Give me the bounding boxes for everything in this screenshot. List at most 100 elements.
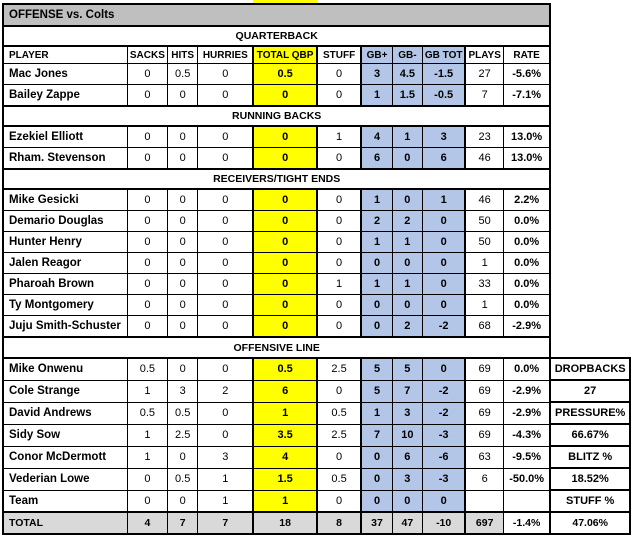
cell-sacks[interactable]: 4 bbox=[126, 511, 168, 535]
cell-rate[interactable]: 13.0% bbox=[502, 147, 552, 170]
cell-gb-plus[interactable]: 5 bbox=[360, 357, 393, 381]
section-label[interactable]: RUNNING BACKS bbox=[1, 105, 552, 127]
cell-rate[interactable]: 0.0% bbox=[502, 252, 552, 274]
cell-gb-tot[interactable]: -0.5 bbox=[421, 84, 467, 107]
cell-stuff[interactable]: 8 bbox=[316, 511, 362, 535]
cell-hurries[interactable]: 0 bbox=[197, 252, 254, 274]
header-hits[interactable]: HITS bbox=[166, 45, 199, 64]
cell-gb-plus[interactable]: 0 bbox=[360, 252, 393, 274]
cell-stuff[interactable]: 0 bbox=[316, 489, 362, 513]
cell-gb-plus[interactable]: 1 bbox=[360, 84, 393, 107]
cell-plays[interactable]: 68 bbox=[464, 315, 504, 338]
cell-gb-plus[interactable]: 4 bbox=[360, 125, 393, 148]
cell-gb-tot[interactable]: -3 bbox=[421, 467, 467, 491]
cell-plays[interactable] bbox=[464, 489, 504, 513]
cell-stuff[interactable]: 0 bbox=[316, 231, 362, 253]
cell-stuff[interactable]: 1 bbox=[316, 125, 362, 148]
cell-plays[interactable]: 63 bbox=[464, 445, 504, 469]
cell-player[interactable]: Conor McDermott bbox=[1, 445, 128, 469]
cell-rate[interactable]: -7.1% bbox=[502, 84, 552, 107]
cell-gb-minus[interactable]: 47 bbox=[391, 511, 423, 535]
cell-rate[interactable]: 2.2% bbox=[502, 188, 552, 211]
cell-sacks[interactable]: 0 bbox=[126, 315, 168, 338]
cell-total-qbp[interactable]: 1 bbox=[252, 401, 319, 425]
cell-stuff[interactable]: 0 bbox=[316, 147, 362, 170]
side-cell[interactable]: BLITZ % bbox=[549, 445, 631, 469]
cell-sacks[interactable]: 0.5 bbox=[126, 401, 168, 425]
cell-sacks[interactable]: 1 bbox=[126, 423, 168, 447]
cell-gb-tot[interactable]: -2 bbox=[421, 315, 467, 338]
cell-plays[interactable]: 1 bbox=[464, 252, 504, 274]
cell-sacks[interactable]: 0 bbox=[126, 273, 168, 295]
header-gb-minus[interactable]: GB- bbox=[391, 45, 423, 64]
cell-gb-tot[interactable]: -2 bbox=[421, 379, 467, 403]
cell-plays[interactable]: 50 bbox=[464, 210, 504, 232]
cell-hurries[interactable]: 0 bbox=[197, 401, 254, 425]
cell-total-qbp[interactable]: 4 bbox=[252, 445, 319, 469]
cell-gb-tot[interactable]: 0 bbox=[421, 357, 467, 381]
cell-gb-minus[interactable]: 3 bbox=[391, 467, 423, 491]
cell-stuff[interactable]: 0 bbox=[316, 252, 362, 274]
cell-hits[interactable]: 0 bbox=[166, 445, 199, 469]
cell-player[interactable]: Rham. Stevenson bbox=[1, 147, 128, 170]
cell-stuff[interactable]: 0 bbox=[316, 210, 362, 232]
cell-hits[interactable]: 0 bbox=[166, 273, 199, 295]
cell-gb-minus[interactable]: 1 bbox=[391, 231, 423, 253]
cell-plays[interactable]: 69 bbox=[464, 357, 504, 381]
cell-player[interactable]: Hunter Henry bbox=[1, 231, 128, 253]
cell-rate[interactable]: 13.0% bbox=[502, 125, 552, 148]
cell-plays[interactable]: 46 bbox=[464, 147, 504, 170]
cell-hits[interactable]: 3 bbox=[166, 379, 199, 403]
cell-plays[interactable]: 69 bbox=[464, 423, 504, 447]
cell-plays[interactable]: 33 bbox=[464, 273, 504, 295]
cell-gb-tot[interactable]: 0 bbox=[421, 294, 467, 316]
cell-hits[interactable]: 0.5 bbox=[166, 63, 199, 85]
cell-gb-plus[interactable]: 37 bbox=[360, 511, 393, 535]
cell-gb-minus[interactable]: 1 bbox=[391, 273, 423, 295]
table-title[interactable]: OFFENSE vs. Colts bbox=[1, 3, 552, 27]
cell-gb-plus[interactable]: 0 bbox=[360, 467, 393, 491]
cell-stuff[interactable]: 0 bbox=[316, 63, 362, 85]
cell-gb-tot[interactable]: 0 bbox=[421, 273, 467, 295]
cell-gb-minus[interactable]: 4.5 bbox=[391, 63, 423, 85]
cell-plays[interactable]: 1 bbox=[464, 294, 504, 316]
header-stuff[interactable]: STUFF bbox=[316, 45, 362, 64]
cell-rate[interactable]: -1.4% bbox=[502, 511, 552, 535]
cell-gb-plus[interactable]: 1 bbox=[360, 188, 393, 211]
cell-hits[interactable]: 0 bbox=[166, 210, 199, 232]
cell-stuff[interactable]: 0.5 bbox=[316, 401, 362, 425]
cell-gb-minus[interactable]: 3 bbox=[391, 401, 423, 425]
cell-hits[interactable]: 0 bbox=[166, 489, 199, 513]
cell-total-qbp[interactable]: 0 bbox=[252, 315, 319, 338]
side-cell[interactable]: 27 bbox=[549, 379, 631, 403]
cell-player[interactable]: Pharoah Brown bbox=[1, 273, 128, 295]
cell-plays[interactable]: 23 bbox=[464, 125, 504, 148]
cell-plays[interactable]: 46 bbox=[464, 188, 504, 211]
cell-gb-minus[interactable]: 2 bbox=[391, 210, 423, 232]
cell-total-qbp[interactable]: 0 bbox=[252, 147, 319, 170]
cell-rate[interactable]: 0.0% bbox=[502, 273, 552, 295]
cell-stuff[interactable]: 0 bbox=[316, 379, 362, 403]
cell-sacks[interactable]: 0 bbox=[126, 63, 168, 85]
cell-gb-plus[interactable]: 1 bbox=[360, 273, 393, 295]
cell-stuff[interactable]: 0.5 bbox=[316, 467, 362, 491]
cell-stuff[interactable]: 2.5 bbox=[316, 423, 362, 447]
cell-sacks[interactable]: 0 bbox=[126, 467, 168, 491]
cell-hurries[interactable]: 0 bbox=[197, 188, 254, 211]
header-gb-tot[interactable]: GB TOT bbox=[421, 45, 467, 64]
cell-hits[interactable]: 0 bbox=[166, 125, 199, 148]
cell-stuff[interactable]: 0 bbox=[316, 294, 362, 316]
cell-sacks[interactable]: 0 bbox=[126, 252, 168, 274]
cell-total-qbp[interactable]: 0 bbox=[252, 252, 319, 274]
cell-hits[interactable]: 0 bbox=[166, 252, 199, 274]
cell-hurries[interactable]: 0 bbox=[197, 231, 254, 253]
cell-sacks[interactable]: 0 bbox=[126, 188, 168, 211]
cell-gb-plus[interactable]: 5 bbox=[360, 379, 393, 403]
cell-hurries[interactable]: 0 bbox=[197, 423, 254, 447]
cell-hurries[interactable]: 2 bbox=[197, 379, 254, 403]
header-player[interactable]: PLAYER bbox=[1, 45, 128, 64]
cell-rate[interactable]: -2.9% bbox=[502, 379, 552, 403]
cell-player[interactable]: Demario Douglas bbox=[1, 210, 128, 232]
cell-gb-tot[interactable]: -1.5 bbox=[421, 63, 467, 85]
cell-gb-tot[interactable]: 0 bbox=[421, 252, 467, 274]
